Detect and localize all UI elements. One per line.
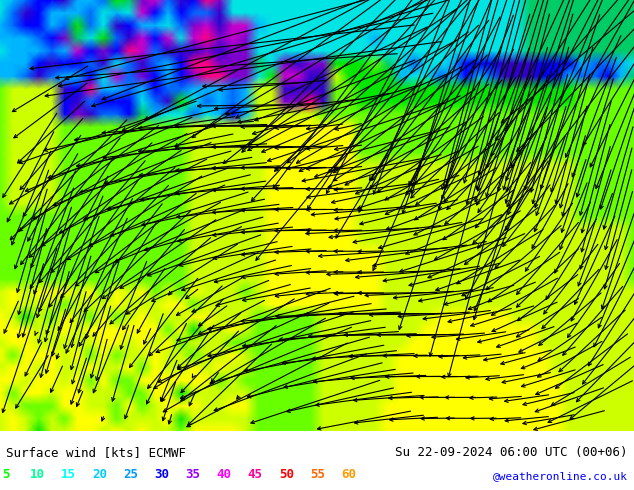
Text: 45: 45 <box>248 468 263 481</box>
Text: Su 22-09-2024 06:00 UTC (00+06): Su 22-09-2024 06:00 UTC (00+06) <box>395 446 628 459</box>
Text: 60: 60 <box>341 468 356 481</box>
Text: 15: 15 <box>61 468 76 481</box>
Text: 50: 50 <box>279 468 294 481</box>
Text: 35: 35 <box>186 468 200 481</box>
Text: 25: 25 <box>124 468 138 481</box>
Text: 20: 20 <box>92 468 107 481</box>
Text: 55: 55 <box>310 468 325 481</box>
Text: 5: 5 <box>3 468 10 481</box>
Text: 40: 40 <box>217 468 231 481</box>
Text: 10: 10 <box>30 468 45 481</box>
Text: 30: 30 <box>155 468 169 481</box>
Text: Surface wind [kts] ECMWF: Surface wind [kts] ECMWF <box>6 446 186 459</box>
Text: @weatheronline.co.uk: @weatheronline.co.uk <box>493 471 628 481</box>
